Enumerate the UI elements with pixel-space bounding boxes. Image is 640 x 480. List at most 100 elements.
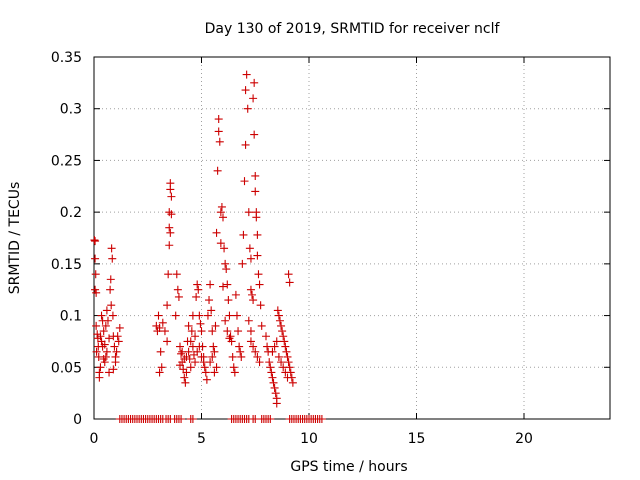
data-point xyxy=(187,327,196,336)
data-point xyxy=(172,270,181,279)
data-point xyxy=(253,251,262,260)
data-point xyxy=(274,311,283,320)
data-point xyxy=(288,378,297,387)
data-point xyxy=(282,347,291,356)
data-point xyxy=(194,285,203,294)
data-point xyxy=(181,378,190,387)
data-point xyxy=(197,352,206,361)
data-point xyxy=(91,254,100,263)
data-point xyxy=(191,358,200,367)
data-point xyxy=(223,327,232,336)
data-point xyxy=(272,337,281,346)
chart-title: Day 130 of 2019, SRMTID for receiver ncl… xyxy=(205,21,501,37)
data-point xyxy=(235,342,244,351)
data-point xyxy=(160,327,169,336)
data-point xyxy=(210,347,219,356)
data-point xyxy=(232,311,241,320)
data-point xyxy=(209,342,218,351)
data-point xyxy=(191,332,200,341)
data-point xyxy=(114,337,123,346)
data-point xyxy=(222,265,231,274)
y-tick-label: 0 xyxy=(73,412,82,428)
data-point xyxy=(279,363,288,372)
data-point xyxy=(241,140,250,149)
data-point xyxy=(275,316,284,325)
data-point xyxy=(166,185,175,194)
data-point xyxy=(257,321,266,330)
data-point xyxy=(186,337,195,346)
data-point xyxy=(112,347,121,356)
data-point xyxy=(256,301,265,310)
data-point xyxy=(274,352,283,361)
data-point xyxy=(249,342,258,351)
grid-lines xyxy=(94,57,610,419)
data-point xyxy=(212,228,221,237)
data-point xyxy=(188,311,197,320)
data-point xyxy=(280,337,289,346)
data-point xyxy=(255,358,264,367)
data-point xyxy=(106,275,115,284)
data-point xyxy=(268,373,277,382)
data-point xyxy=(270,342,279,351)
y-tick-label: 0.2 xyxy=(60,205,82,221)
data-point xyxy=(96,363,105,372)
data-point xyxy=(208,327,217,336)
data-point xyxy=(238,259,247,268)
data-point xyxy=(180,355,189,364)
data-point xyxy=(239,230,248,239)
data-point xyxy=(163,337,172,346)
data-point xyxy=(240,177,249,186)
data-point xyxy=(107,301,116,310)
data-point xyxy=(228,352,237,361)
data-point xyxy=(96,332,105,341)
data-point xyxy=(255,280,264,289)
data-point xyxy=(193,280,202,289)
data-point xyxy=(110,342,119,351)
data-point xyxy=(265,358,274,367)
data-point xyxy=(182,368,191,377)
data-point xyxy=(317,415,326,423)
data-point xyxy=(102,306,111,315)
data-point xyxy=(248,290,257,299)
data-point xyxy=(269,378,278,387)
data-point xyxy=(155,368,164,377)
data-point xyxy=(177,349,186,358)
data-point xyxy=(201,368,210,377)
data-point xyxy=(279,332,288,341)
data-point xyxy=(200,363,209,372)
data-point xyxy=(215,137,224,146)
data-point xyxy=(97,337,106,346)
data-point xyxy=(165,223,174,232)
data-point xyxy=(210,368,219,377)
data-point xyxy=(246,254,255,263)
data-points xyxy=(90,70,326,423)
data-point xyxy=(219,282,227,291)
data-point xyxy=(285,278,294,287)
data-point xyxy=(250,130,259,139)
data-point xyxy=(195,342,204,351)
y-tick-label: 0.1 xyxy=(60,309,82,325)
data-point xyxy=(229,363,238,372)
data-point xyxy=(186,363,195,372)
data-point xyxy=(252,213,261,222)
data-point xyxy=(251,187,260,196)
data-point xyxy=(241,86,250,95)
data-point xyxy=(219,213,227,222)
data-point xyxy=(177,415,186,423)
data-point xyxy=(107,244,116,253)
data-point xyxy=(223,280,232,289)
data-point xyxy=(95,373,104,382)
data-point xyxy=(163,301,172,310)
data-point xyxy=(246,327,255,336)
data-point xyxy=(225,311,234,320)
data-point xyxy=(281,342,290,351)
data-point xyxy=(91,237,100,246)
y-tick-label: 0.35 xyxy=(51,50,82,66)
data-point xyxy=(202,375,211,384)
data-point xyxy=(254,270,263,279)
data-point xyxy=(244,208,253,217)
data-point xyxy=(176,361,184,370)
data-point xyxy=(213,166,222,175)
data-point xyxy=(212,363,221,372)
